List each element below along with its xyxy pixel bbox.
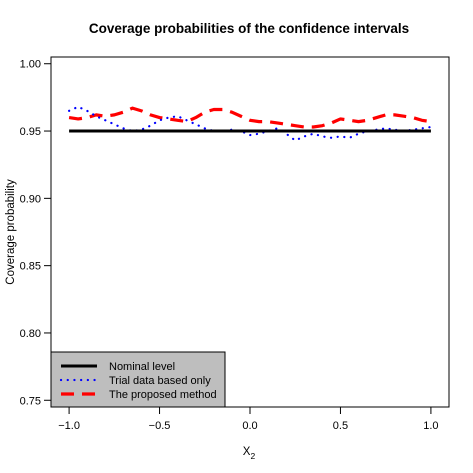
y-tick-label: 1.00 [20, 59, 41, 71]
x-tick-label: 0.5 [333, 420, 348, 432]
y-tick-label: 0.90 [20, 193, 41, 205]
legend-label-trial-data-based-only: Trial data based only [109, 375, 211, 387]
legend-box [50, 351, 226, 408]
chart-title: Coverage probabilities of the confidence… [89, 21, 409, 36]
x-tick-label: −0.5 [149, 420, 171, 432]
y-tick-label: 0.85 [20, 261, 41, 273]
y-tick-label: 0.75 [20, 395, 41, 407]
y-tick-label: 0.95 [20, 126, 41, 138]
x-tick-label: −1.0 [58, 420, 80, 432]
legend: Nominal level Trial data based only The … [50, 351, 226, 408]
y-axis-label: Coverage probability [5, 179, 17, 285]
x-tick-label: 0.0 [242, 420, 257, 432]
x-axis-label: X2 [243, 446, 256, 461]
series-line-the-proposed-method [68, 106, 432, 129]
y-axis: 0.75 0.80 0.85 0.90 0.95 1.00 [20, 59, 52, 407]
series-line-trial-data-based-only [67, 105, 433, 142]
plot-series [67, 105, 433, 142]
legend-label-the-proposed-method: The proposed method [109, 389, 217, 401]
y-tick-label: 0.80 [20, 328, 41, 340]
x-tick-label: 1.0 [423, 420, 438, 432]
legend-label-nominal-level: Nominal level [109, 361, 175, 373]
x-axis: −1.0 −0.5 0.0 0.5 1.0 [58, 406, 439, 432]
